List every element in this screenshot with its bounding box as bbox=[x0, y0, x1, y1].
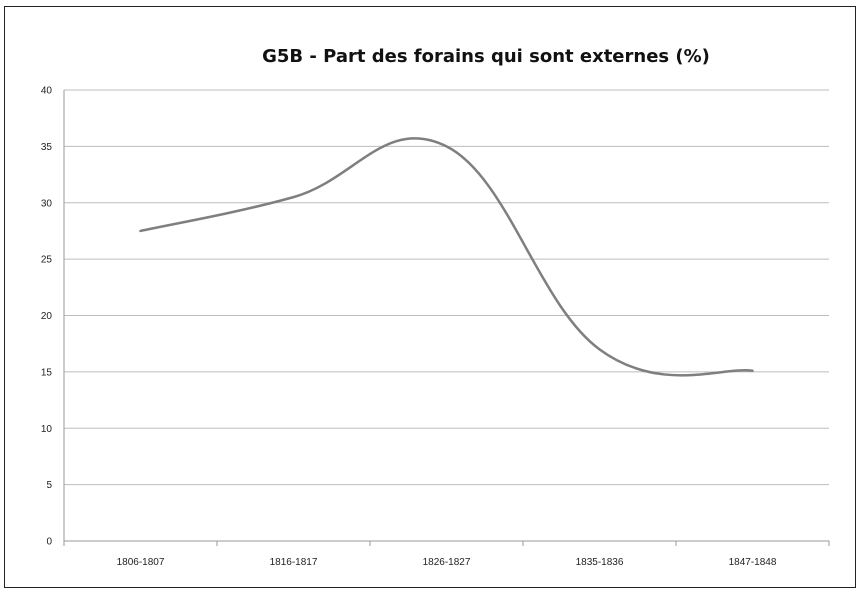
chart-frame bbox=[4, 6, 856, 588]
series-line-0 bbox=[139, 137, 754, 377]
gridlines bbox=[64, 89, 829, 486]
y-tick-label: 5 bbox=[46, 480, 52, 491]
y-tick-labels: 0 5 10 15 20 25 30 35 40 bbox=[41, 86, 53, 548]
y-tick-label: 40 bbox=[41, 86, 53, 97]
x-tick-label: 1806-1807 bbox=[117, 557, 165, 568]
y-tick-label: 30 bbox=[41, 198, 53, 209]
y-tick-label: 15 bbox=[41, 367, 53, 378]
series-lines bbox=[139, 137, 754, 377]
y-tick-label: 25 bbox=[41, 255, 53, 266]
y-tick-label: 35 bbox=[41, 142, 53, 153]
y-tick-label: 10 bbox=[41, 424, 53, 435]
x-tick-label: 1847-1848 bbox=[729, 557, 777, 568]
x-tick-label: 1826-1827 bbox=[423, 557, 471, 568]
chart-title: G5B - Part des forains qui sont externes… bbox=[262, 46, 710, 67]
x-tick-label: 1816-1817 bbox=[270, 557, 318, 568]
x-tick-label: 1835-1836 bbox=[576, 557, 624, 568]
axes bbox=[63, 90, 830, 546]
x-tick-labels: 1806-1807 1816-1817 1826-1827 1835-1836 1847… bbox=[117, 557, 777, 568]
y-tick-label: 20 bbox=[41, 311, 53, 322]
y-tick-label: 0 bbox=[46, 537, 52, 548]
